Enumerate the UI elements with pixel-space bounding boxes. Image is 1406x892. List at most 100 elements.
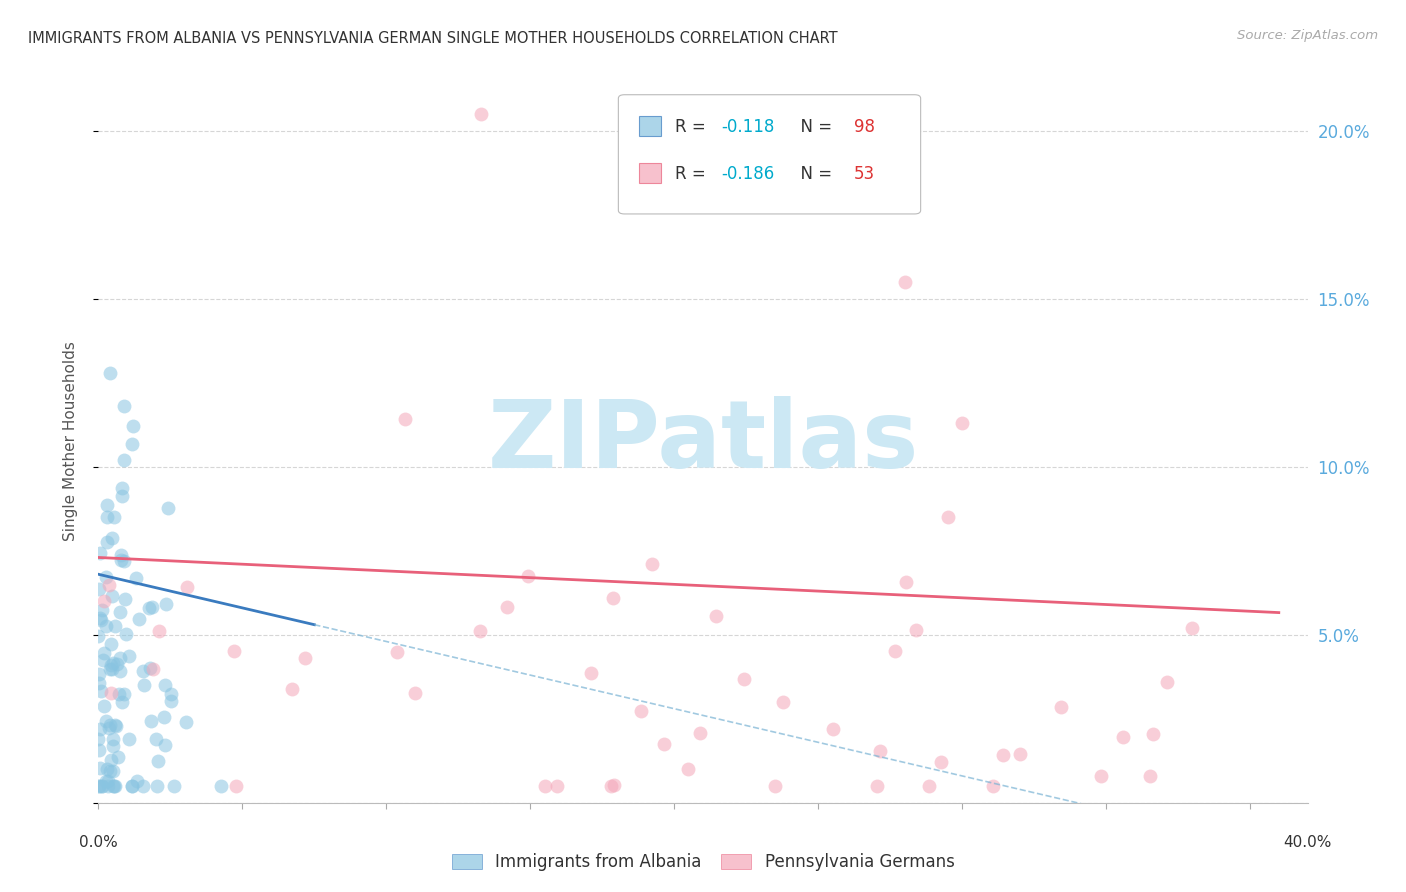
Text: R =: R = [675,119,711,136]
Point [98,662,121,676]
Point [546,779,568,793]
Point [104,779,127,793]
Point [145,779,167,793]
Point [103,764,125,778]
Point [950,416,973,430]
Point [100,752,122,766]
Point [98,578,121,592]
Point [866,779,889,793]
Point [110,553,132,567]
Point [101,662,124,676]
Point [122,419,145,434]
Point [516,569,538,583]
Point [893,275,915,289]
Point [107,750,129,764]
Point [128,612,150,626]
Point [281,681,304,696]
Point [404,686,426,700]
Text: 40.0%: 40.0% [1284,836,1331,850]
Point [112,687,135,701]
Point [125,571,148,585]
Point [127,773,149,788]
Point [294,650,316,665]
Point [104,618,127,632]
Point [821,722,844,736]
Point [394,412,416,426]
Text: -0.118: -0.118 [721,119,775,136]
Point [101,657,124,671]
FancyBboxPatch shape [638,163,661,183]
Point [100,718,122,732]
Point [142,662,165,676]
Point [896,574,918,589]
Point [98,721,121,735]
Point [905,623,928,637]
Point [96,714,118,729]
Point [89,610,111,624]
Point [733,672,755,686]
Point [534,779,557,793]
Point [470,107,492,121]
Point [139,661,162,675]
Point [931,756,953,770]
Point [602,591,624,606]
Point [600,779,623,793]
Point [87,779,110,793]
Point [100,686,122,700]
Point [103,779,125,793]
Point [630,704,652,718]
FancyBboxPatch shape [638,117,661,136]
Point [96,498,118,512]
Text: 98: 98 [855,119,875,136]
Point [97,779,120,793]
Point [112,399,135,413]
Point [772,695,794,709]
Point [141,600,163,615]
Point [105,657,128,672]
Point [118,731,141,746]
Point [224,644,246,658]
Point [1112,730,1135,744]
Point [112,453,135,467]
Point [93,594,115,608]
Point [1090,769,1112,783]
Point [1142,727,1164,741]
Point [163,779,186,793]
Point [579,665,602,680]
Text: R =: R = [675,165,711,183]
Point [108,665,131,679]
Point [138,601,160,615]
Point [93,699,115,714]
Point [468,624,491,639]
Text: N =: N = [790,165,838,183]
Point [387,645,409,659]
Point [87,582,110,596]
Point [869,743,891,757]
Point [176,580,198,594]
Point [763,779,786,793]
Point [131,779,153,793]
Point [89,761,111,775]
Point [96,774,118,789]
Text: -0.186: -0.186 [721,165,775,183]
Point [121,779,143,793]
Point [132,664,155,678]
Point [132,678,155,692]
Point [676,762,699,776]
Text: 53: 53 [855,165,876,183]
Point [209,779,232,793]
Point [115,627,138,641]
Point [121,436,143,450]
Point [104,719,127,733]
Point [121,779,143,793]
Point [91,653,114,667]
Point [100,657,122,672]
Point [103,510,125,524]
Text: N =: N = [790,119,838,136]
Point [1139,769,1161,783]
Point [94,619,117,633]
Point [97,773,120,788]
Point [936,510,959,524]
Text: 0.0%: 0.0% [79,836,118,850]
Point [101,779,124,793]
